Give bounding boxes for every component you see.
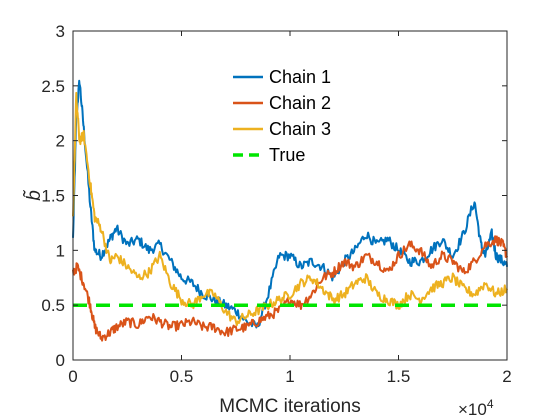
y-axis-label: b̃ xyxy=(23,190,45,201)
tick-labels-layer: 0 0.5 1 1.5 2 0 0.5 1 1.5 2 2.5 3 xyxy=(41,22,511,386)
series-layer xyxy=(72,79,508,342)
series-line-chain-3 xyxy=(72,91,508,327)
x-tick-label: 2 xyxy=(502,367,511,386)
legend-label: True xyxy=(269,145,305,165)
y-tick-label: 2.5 xyxy=(41,77,65,96)
x-tick-label: 1.5 xyxy=(387,367,411,386)
x-axis-label: MCMC iterations xyxy=(219,396,360,417)
x-tick-label: 1 xyxy=(285,367,294,386)
series-line-chain-1 xyxy=(72,79,508,329)
legend: Chain 1 Chain 2 Chain 3 True xyxy=(233,67,331,165)
series-line-chain-2 xyxy=(72,235,508,342)
y-tick-label: 0 xyxy=(56,351,65,370)
x-tick-label: 0.5 xyxy=(170,367,194,386)
legend-label: Chain 1 xyxy=(269,67,331,87)
x-exponent-power: 4 xyxy=(487,397,494,411)
x-exponent-label: ×104 xyxy=(458,397,494,419)
y-tick-label: 0.5 xyxy=(41,296,65,315)
legend-label: Chain 3 xyxy=(269,119,331,139)
x-exponent-base: ×10 xyxy=(458,400,487,419)
y-tick-label: 1 xyxy=(56,241,65,260)
x-tick-label: 0 xyxy=(68,367,77,386)
y-tick-label: 2 xyxy=(56,132,65,151)
legend-label: Chain 2 xyxy=(269,93,331,113)
ticks-layer xyxy=(72,30,508,361)
y-tick-label: 1.5 xyxy=(41,187,65,206)
y-tick-label: 3 xyxy=(56,22,65,41)
